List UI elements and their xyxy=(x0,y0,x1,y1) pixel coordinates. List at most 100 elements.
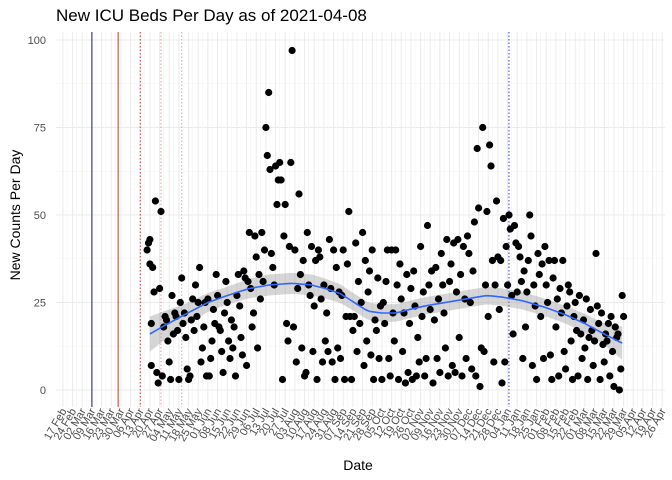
data-point xyxy=(314,246,322,254)
data-point xyxy=(269,263,277,272)
data-point xyxy=(243,361,251,370)
data-point xyxy=(436,368,444,377)
data-point xyxy=(607,312,615,321)
data-point xyxy=(404,368,412,377)
data-point xyxy=(617,365,625,373)
confidence-band-area xyxy=(149,272,623,360)
data-point xyxy=(574,372,582,380)
data-point xyxy=(255,270,263,279)
data-point xyxy=(451,368,459,377)
data-point xyxy=(591,337,599,345)
data-point xyxy=(546,351,555,359)
data-point xyxy=(446,277,454,286)
data-point xyxy=(434,295,443,303)
data-point xyxy=(345,207,353,216)
data-point xyxy=(495,305,503,314)
data-point xyxy=(330,246,338,254)
data-point xyxy=(553,295,561,303)
data-point xyxy=(245,228,253,237)
data-point xyxy=(186,372,194,380)
data-point xyxy=(256,295,264,303)
data-point xyxy=(541,242,549,251)
data-point xyxy=(454,235,462,244)
data-point xyxy=(146,235,154,244)
data-point xyxy=(162,316,171,324)
data-point xyxy=(556,284,564,293)
data-point xyxy=(147,361,155,370)
data-point xyxy=(218,347,226,356)
data-point xyxy=(359,228,367,237)
data-point xyxy=(537,312,545,321)
y-axis-title: New Counts Per Day xyxy=(7,150,23,281)
chart-title: New ICU Beds Per Day as of 2021-04-08 xyxy=(56,6,367,25)
data-point xyxy=(341,375,349,384)
data-point xyxy=(385,354,393,363)
data-point xyxy=(254,344,262,352)
data-point xyxy=(487,162,495,170)
data-point xyxy=(149,263,157,272)
data-point xyxy=(441,344,449,352)
data-point xyxy=(535,270,543,279)
data-point xyxy=(236,302,244,310)
data-point xyxy=(248,323,256,331)
data-point xyxy=(614,330,622,338)
data-point xyxy=(542,281,550,289)
data-point xyxy=(198,344,206,352)
data-point xyxy=(295,190,303,198)
data-point xyxy=(401,379,409,387)
data-point xyxy=(175,375,183,384)
data-point xyxy=(263,151,271,160)
data-point xyxy=(560,347,568,356)
data-point xyxy=(251,232,259,240)
data-point xyxy=(502,242,510,251)
data-point xyxy=(151,197,159,205)
data-point xyxy=(463,232,472,240)
y-tick-label: 75 xyxy=(34,123,46,135)
data-point xyxy=(240,267,248,275)
data-point xyxy=(229,344,237,352)
data-point xyxy=(476,382,484,391)
data-point xyxy=(430,316,438,324)
data-point xyxy=(618,291,626,300)
grid xyxy=(56,32,665,435)
data-point xyxy=(208,337,216,345)
data-point xyxy=(197,358,205,366)
data-point xyxy=(278,375,287,384)
data-point xyxy=(216,326,224,335)
data-point xyxy=(354,277,362,286)
data-point xyxy=(313,375,321,384)
data-point xyxy=(600,358,608,366)
data-point xyxy=(510,221,519,230)
data-point xyxy=(309,347,317,356)
data-point xyxy=(205,372,213,380)
data-point xyxy=(323,309,331,317)
data-point xyxy=(425,281,433,289)
data-point xyxy=(523,288,531,296)
data-point xyxy=(475,204,483,212)
data-point xyxy=(417,242,425,251)
data-point xyxy=(356,319,364,328)
data-point xyxy=(157,207,165,216)
data-point xyxy=(499,214,507,223)
data-point xyxy=(452,288,461,296)
data-point xyxy=(393,281,401,289)
data-point xyxy=(407,284,415,293)
data-point xyxy=(447,260,455,268)
data-point xyxy=(367,351,375,359)
data-point xyxy=(528,361,537,370)
data-point xyxy=(350,312,358,321)
data-point xyxy=(549,274,557,282)
data-point xyxy=(280,232,288,240)
data-point xyxy=(555,372,563,380)
data-point xyxy=(318,358,327,366)
data-point xyxy=(284,337,292,345)
data-point xyxy=(266,165,274,174)
data-point xyxy=(422,354,430,363)
data-point xyxy=(505,211,513,219)
smooth-line-group xyxy=(149,282,623,344)
data-point xyxy=(399,347,407,356)
data-point xyxy=(566,288,574,296)
y-tick-label: 25 xyxy=(34,298,46,310)
data-point xyxy=(396,260,404,268)
